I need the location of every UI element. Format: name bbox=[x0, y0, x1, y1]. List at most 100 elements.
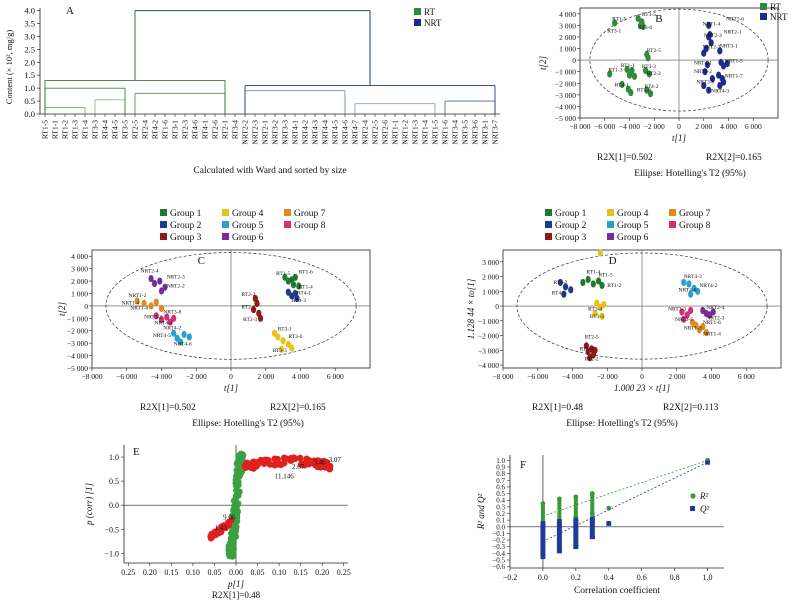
y-tick-label: −2 000 bbox=[555, 79, 576, 88]
point-label: NRT2-4 bbox=[706, 305, 724, 311]
y-tick-label: 0.3 bbox=[496, 503, 505, 511]
y-axis-label: 1.128 44 × to[1] bbox=[466, 278, 476, 339]
point-label: RT2-2 bbox=[647, 71, 661, 77]
x-tick-label: 0 bbox=[677, 122, 681, 131]
point-label: NRT4-4 bbox=[155, 321, 173, 327]
x-tick-label: 0.20 bbox=[143, 568, 157, 577]
r2x-2-text: R2X[2]=0.165 bbox=[270, 403, 326, 413]
loading-point bbox=[228, 538, 235, 545]
data-point bbox=[153, 298, 159, 306]
ellipse-caption: Ellipse: Hotelling's T2 (95%) bbox=[192, 418, 304, 429]
loading-point-significant bbox=[209, 533, 216, 540]
x-tick-label: −8 000 bbox=[81, 372, 102, 381]
q2-column bbox=[589, 518, 595, 539]
legend-label: Group 8 bbox=[679, 221, 711, 231]
point-label: RT4-3 bbox=[292, 298, 306, 304]
point-label: NRT1-4 bbox=[703, 332, 721, 338]
legend-swatch bbox=[607, 209, 614, 216]
x-tick-label: −8 000 bbox=[569, 122, 590, 131]
x-tick-label: −2 000 bbox=[644, 122, 665, 131]
point-label: RT3-3 bbox=[590, 314, 604, 320]
r2-point bbox=[589, 511, 595, 516]
legend-label: NRT bbox=[770, 12, 788, 22]
point-label: RT3-6 bbox=[288, 334, 302, 340]
leaf-label: NRT1-1 bbox=[391, 120, 400, 145]
point-label: NRT1-6 bbox=[726, 17, 744, 23]
legend-label: Group 5 bbox=[617, 221, 649, 231]
loading-point-significant bbox=[310, 459, 318, 466]
r2x-1-text: R2X[1]=0.502 bbox=[140, 403, 196, 413]
leaf-label: NRT2-4 bbox=[361, 120, 370, 145]
point-label: NRT4-6 bbox=[174, 342, 192, 348]
panel-c: C −8 000 −6 000 −4 000 −2 000 0 2 000 4 000 6 00… bbox=[57, 209, 371, 429]
loading-point bbox=[235, 492, 242, 499]
y-tick-label: 0.1 bbox=[496, 517, 505, 525]
y-tick-label: −0.5 bbox=[492, 557, 505, 565]
leaf-label: NRT1-2 bbox=[401, 120, 410, 145]
r2-point bbox=[573, 494, 579, 500]
data-point bbox=[594, 299, 600, 307]
point-label: NRT2-3 bbox=[167, 275, 185, 281]
data-point bbox=[568, 286, 574, 294]
data-point bbox=[612, 19, 618, 27]
legend-label: Group 6 bbox=[617, 233, 649, 243]
y-tick-label: −5 000 bbox=[67, 364, 88, 373]
loading-point-significant bbox=[291, 455, 299, 463]
y-tick-label: 0.0 bbox=[24, 109, 35, 119]
point-label: RT1-1 bbox=[621, 63, 635, 69]
data-point bbox=[708, 39, 714, 47]
legend-label: RT bbox=[770, 2, 781, 12]
loading-point bbox=[232, 479, 239, 486]
y-tick-label: 0.0 bbox=[109, 501, 119, 510]
point-label: NRT4-2 bbox=[163, 325, 181, 331]
loading-point bbox=[235, 454, 243, 461]
panel-a: A 0.0 0.5 1.0 1.5 2.0 2.5 3.0 3.5 4.0 Content (× 1… bbox=[4, 5, 500, 176]
point-label: NRT2-3 bbox=[704, 33, 722, 39]
x-tick-label: 0.2 bbox=[571, 573, 581, 582]
loading-point-significant bbox=[222, 524, 230, 532]
point-label: NRT2-4 bbox=[141, 268, 159, 274]
legend-swatch bbox=[690, 493, 696, 499]
x-tick-label: 4 000 bbox=[292, 372, 309, 381]
data-point bbox=[706, 33, 712, 41]
legend-swatch bbox=[760, 13, 767, 20]
point-label: RT3-3 bbox=[273, 348, 287, 354]
data-point bbox=[702, 68, 708, 76]
legend-label: NRT bbox=[424, 18, 442, 28]
point-label: RT4-1 bbox=[297, 291, 311, 297]
hotelling-ellipse bbox=[589, 8, 769, 112]
x-tick-label: −2 000 bbox=[186, 372, 207, 381]
r2x-1-text: R2X[1]=0.48 bbox=[532, 403, 583, 413]
data-point bbox=[700, 323, 706, 331]
q2-regression-line bbox=[542, 461, 708, 542]
x-tick-label: 6 000 bbox=[327, 372, 344, 381]
leaf-label: RT2-1 bbox=[221, 120, 230, 139]
q2-point bbox=[540, 554, 546, 560]
y-tick-label: −5 000 bbox=[555, 114, 576, 123]
y-tick-label: 4 000 bbox=[559, 10, 576, 19]
data-point bbox=[619, 80, 625, 89]
r2-point bbox=[589, 491, 595, 496]
y-tick-label: 1.5 bbox=[24, 70, 35, 80]
loading-point-significant bbox=[280, 454, 288, 462]
data-point bbox=[645, 54, 651, 62]
data-point bbox=[693, 321, 699, 329]
point-label: NRT2-1 bbox=[724, 29, 742, 35]
legend-label: Q² bbox=[700, 504, 709, 514]
legend-label: Group 2 bbox=[555, 221, 587, 231]
leaf-label: RT1-3 bbox=[71, 120, 80, 139]
legend-swatch bbox=[607, 221, 614, 228]
data-point bbox=[254, 299, 260, 308]
point-label: RT1-5 bbox=[276, 271, 290, 277]
loading-point-significant bbox=[298, 460, 306, 467]
data-point bbox=[592, 309, 598, 318]
x-tick-label: −8 000 bbox=[492, 372, 513, 381]
y-tick-label: 0.5 bbox=[496, 490, 505, 498]
ellipse-caption: Ellipse: Hotelling's T2 (95%) bbox=[634, 168, 746, 179]
data-point bbox=[710, 308, 716, 316]
leaf-label: NRT4-6 bbox=[341, 120, 350, 145]
loading-point-significant bbox=[254, 459, 262, 467]
point-label: NRT4-1 bbox=[694, 61, 712, 67]
x-tick-label: 0.0 bbox=[538, 573, 548, 582]
